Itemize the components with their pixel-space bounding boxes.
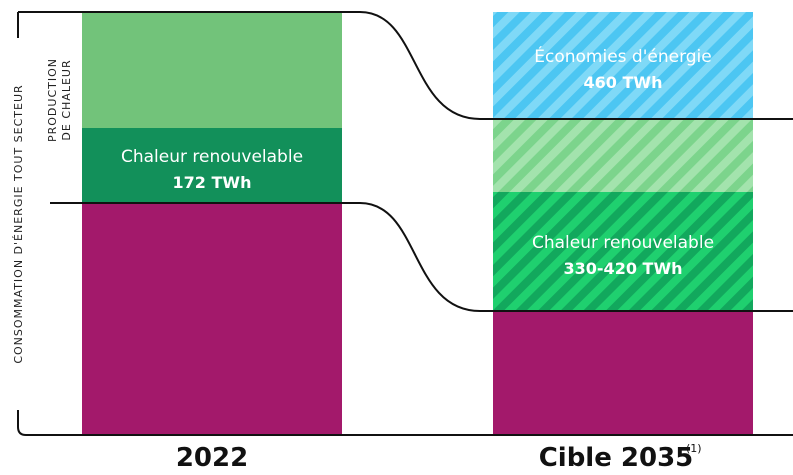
block-label: Chaleur renouvelable <box>532 233 714 253</box>
bracket-line <box>17 12 793 436</box>
block-value: 330-420 TWh <box>564 259 683 278</box>
year-label: Cible 2035 <box>539 443 694 473</box>
connector-line <box>50 202 793 312</box>
connector-line <box>18 11 793 120</box>
other-consumption-block <box>82 203 342 435</box>
savings-label: Économies d'énergie <box>534 45 712 67</box>
renewable-heat-block <box>82 128 342 203</box>
renewable-heat-block <box>493 192 753 311</box>
heat-production-block <box>493 119 753 192</box>
savings-value: 460 TWh <box>584 73 663 92</box>
footnote-mark: (1) <box>686 442 702 455</box>
year-label: 2022 <box>176 443 248 473</box>
block-value: 172 TWh <box>173 173 252 192</box>
savings-block <box>493 12 753 119</box>
heat-production-block <box>82 12 342 128</box>
production-label: PRODUCTION <box>46 58 59 142</box>
consumption-label: CONSOMMATION D'ÉNERGIE TOUT SECTEUR <box>12 84 25 363</box>
block-label: Chaleur renouvelable <box>121 147 303 167</box>
other-consumption-block <box>493 311 753 435</box>
production-label: DE CHALEUR <box>60 59 73 140</box>
label-gap <box>10 38 26 410</box>
